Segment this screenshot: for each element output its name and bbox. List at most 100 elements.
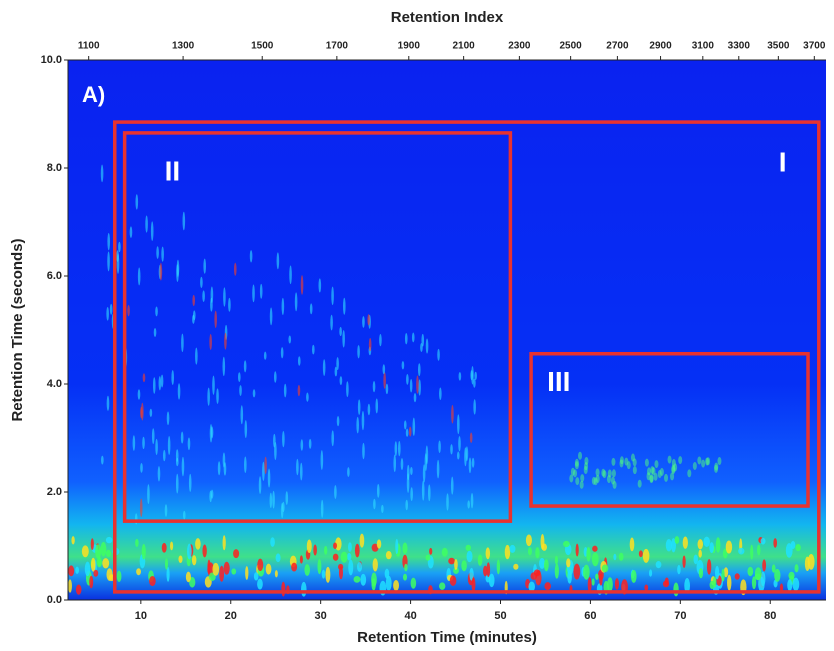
signal-spot	[89, 575, 94, 589]
signal-spot	[371, 543, 379, 552]
signal-spot	[671, 538, 677, 553]
signal-spot	[109, 303, 113, 315]
signal-spot	[613, 553, 617, 561]
x-tick-label: 40	[404, 610, 416, 622]
y-tick-label: 8.0	[47, 162, 62, 174]
signal-spot	[664, 577, 669, 586]
signal-spot	[252, 284, 255, 303]
signal-spot	[449, 575, 457, 586]
signal-spot	[579, 480, 584, 489]
signal-spot	[207, 387, 210, 406]
signal-spot	[135, 538, 139, 548]
signal-spot	[453, 567, 459, 574]
x2-tick-label: 1900	[398, 41, 421, 52]
x2-tick-label: 1300	[172, 41, 195, 52]
signal-spot	[595, 573, 599, 580]
y-tick-label: 2.0	[47, 486, 62, 498]
signal-spot	[473, 399, 476, 415]
signal-spot	[222, 535, 226, 551]
signal-spot	[457, 414, 460, 435]
signal-spot	[496, 559, 501, 575]
signal-spot	[191, 555, 197, 566]
signal-spot	[412, 417, 416, 436]
signal-spot	[318, 278, 322, 293]
signal-spot	[249, 250, 253, 263]
signal-spot	[75, 566, 80, 574]
region-label: III	[547, 366, 570, 397]
signal-spot	[217, 461, 221, 476]
signal-spot	[289, 265, 292, 285]
signal-spot	[282, 501, 285, 513]
signal-spot	[333, 542, 338, 549]
signal-spot	[580, 474, 585, 483]
signal-spot	[513, 563, 519, 570]
signal-spot	[281, 581, 286, 597]
signal-spot	[727, 574, 732, 591]
signal-spot	[330, 314, 333, 331]
signal-spot	[450, 476, 454, 495]
signal-spot	[372, 381, 376, 393]
signal-spot	[787, 579, 793, 592]
signal-spot	[712, 576, 717, 588]
signal-spot	[152, 377, 156, 394]
signal-spot	[280, 347, 284, 359]
signal-spot	[299, 555, 303, 564]
signal-spot	[336, 415, 340, 427]
signal-spot	[586, 546, 591, 562]
signal-spot	[751, 576, 757, 590]
signal-spot	[71, 536, 75, 545]
signal-spot	[648, 569, 653, 577]
signal-spot	[747, 566, 754, 577]
signal-spot	[258, 476, 262, 494]
signal-spot	[362, 316, 365, 328]
panel-label: A)	[82, 82, 105, 107]
signal-spot	[469, 567, 474, 581]
signal-spot	[698, 549, 702, 558]
signal-spot	[405, 428, 409, 437]
y-axis-title: Retention Time (seconds)	[9, 238, 26, 421]
signal-spot	[276, 252, 280, 270]
signal-spot	[81, 545, 89, 558]
signal-spot	[409, 379, 413, 393]
signal-spot	[171, 370, 175, 385]
y-tick-label: 0.0	[47, 594, 62, 606]
signal-spot	[359, 533, 365, 548]
signal-spot	[779, 583, 784, 593]
signal-spot	[334, 366, 338, 377]
signal-spot	[566, 558, 571, 568]
signal-spot	[273, 371, 277, 383]
signal-spot	[682, 536, 688, 549]
signal-spot	[421, 480, 425, 501]
x-tick-label: 10	[135, 610, 147, 622]
signal-spot	[438, 440, 441, 454]
signal-spot	[145, 215, 148, 233]
signal-spot	[137, 389, 141, 400]
signal-spot	[372, 558, 378, 572]
signal-spot	[118, 241, 121, 253]
signal-spot	[367, 403, 371, 416]
signal-spot	[309, 303, 313, 315]
signal-spot	[682, 555, 686, 568]
signal-spot	[410, 487, 413, 501]
signal-spot	[638, 550, 643, 558]
x2-tick-label: 2700	[606, 41, 629, 52]
signal-spot	[264, 456, 267, 475]
signal-spot	[593, 477, 598, 486]
signal-spot	[477, 554, 483, 566]
signal-spot	[203, 258, 207, 274]
signal-spot	[149, 576, 156, 587]
signal-spot	[136, 568, 141, 576]
signal-spot	[584, 462, 589, 471]
signal-spot	[404, 563, 408, 572]
x-tick-label: 30	[315, 610, 327, 622]
signal-spot	[670, 472, 675, 481]
signal-spot	[454, 559, 458, 571]
signal-spot	[591, 578, 595, 586]
signal-spot	[102, 558, 110, 569]
signal-spot	[233, 549, 240, 559]
signal-spot	[485, 547, 491, 560]
signal-spot	[539, 557, 545, 569]
signal-spot	[84, 561, 91, 577]
signal-spot	[275, 553, 281, 563]
signal-spot	[543, 559, 549, 572]
